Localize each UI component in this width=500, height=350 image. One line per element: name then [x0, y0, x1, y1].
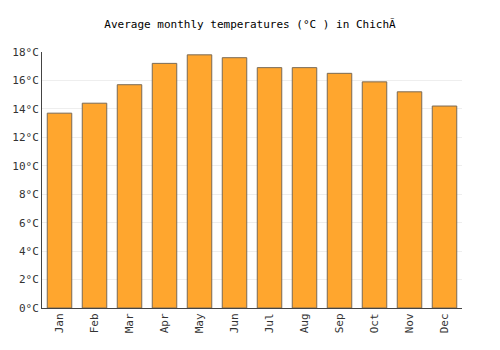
svg-text:8°C: 8°C	[19, 188, 39, 201]
svg-text:2°C: 2°C	[19, 273, 39, 286]
svg-text:Mar: Mar	[123, 313, 136, 333]
svg-text:Nov: Nov	[403, 313, 416, 333]
svg-text:10°C: 10°C	[12, 160, 39, 173]
svg-text:14°C: 14°C	[12, 103, 39, 116]
svg-text:Oct: Oct	[368, 313, 381, 333]
svg-text:Aug: Aug	[298, 313, 311, 333]
svg-text:May: May	[193, 313, 206, 333]
svg-text:Feb: Feb	[88, 313, 101, 333]
svg-text:Dec: Dec	[438, 313, 451, 333]
svg-text:12°C: 12°C	[12, 131, 39, 144]
svg-text:Average monthly temperatures (: Average monthly temperatures (°C ) in Ch…	[104, 18, 396, 31]
svg-text:0°C: 0°C	[19, 302, 39, 315]
svg-text:Sep: Sep	[333, 313, 346, 333]
svg-text:6°C: 6°C	[19, 217, 39, 230]
svg-text:16°C: 16°C	[12, 74, 39, 87]
svg-text:Jan: Jan	[53, 313, 66, 333]
svg-text:Apr: Apr	[158, 313, 171, 333]
svg-text:18°C: 18°C	[12, 46, 39, 59]
svg-text:Jun: Jun	[228, 313, 241, 333]
svg-text:Jul: Jul	[263, 313, 276, 333]
svg-text:4°C: 4°C	[19, 245, 39, 258]
